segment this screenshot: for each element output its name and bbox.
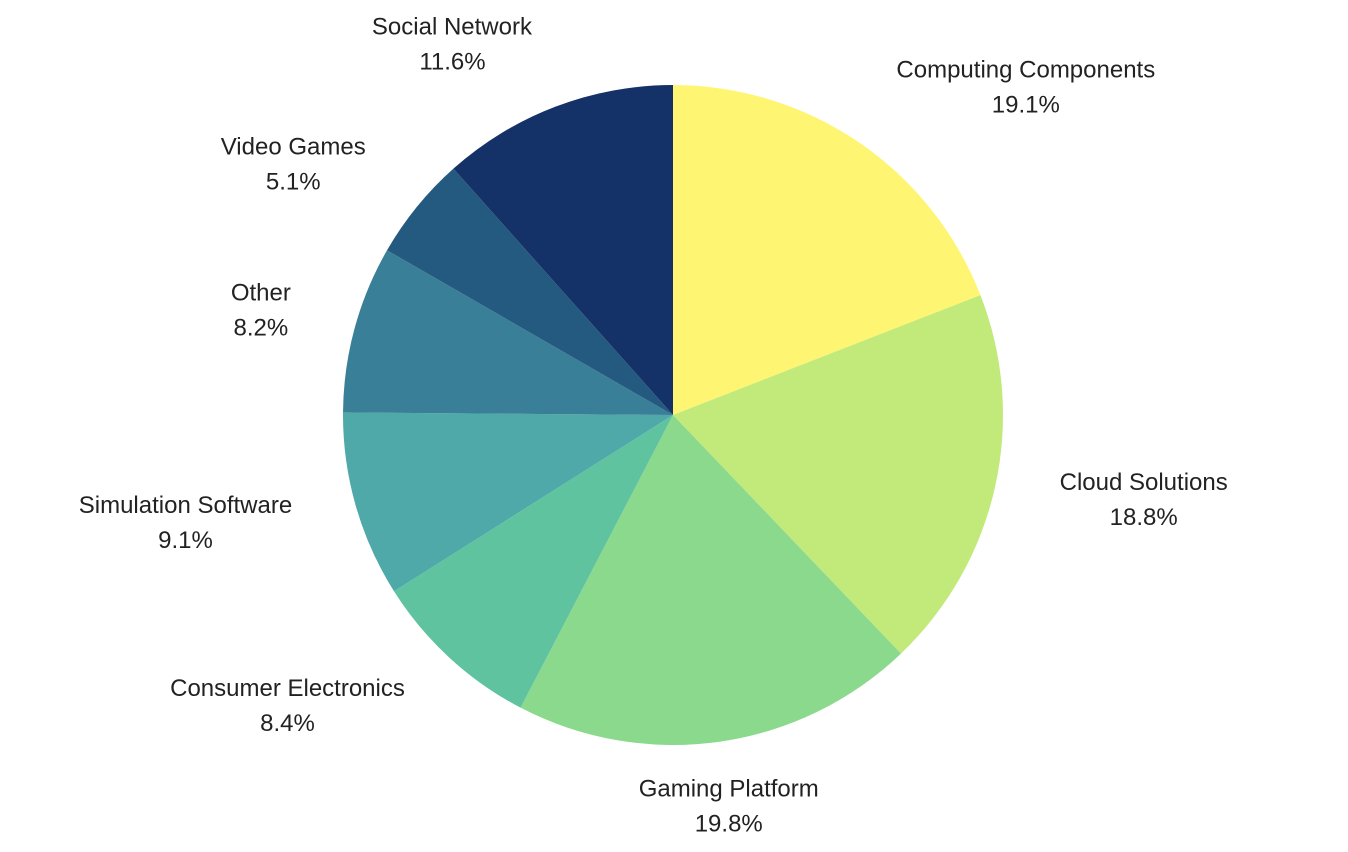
slice-label: Video Games	[221, 134, 366, 161]
slice-value: 8.4%	[260, 710, 315, 737]
slice-label: Simulation Software	[79, 492, 292, 519]
pie-slice	[393, 415, 673, 708]
slice-label: Computing Components	[896, 56, 1155, 83]
slice-value: 19.1%	[992, 91, 1060, 118]
slice-label: Consumer Electronics	[170, 675, 405, 702]
pie-slice	[343, 412, 673, 592]
slice-label: Other	[231, 280, 291, 307]
pie-slice	[453, 85, 673, 415]
slice-label: Gaming Platform	[639, 775, 819, 802]
slice-value: 9.1%	[158, 527, 213, 554]
pie-slice	[387, 168, 673, 415]
slice-value: 8.2%	[233, 315, 288, 342]
pie-slice	[673, 85, 981, 415]
pie-slice	[343, 250, 673, 415]
slice-label: Cloud Solutions	[1060, 469, 1228, 496]
slice-value: 5.1%	[266, 169, 321, 196]
slice-value: 11.6%	[419, 48, 485, 75]
pie-slice	[673, 295, 1004, 654]
slice-label: Social Network	[372, 13, 533, 40]
slice-value: 19.8%	[695, 810, 763, 837]
slice-value: 18.8%	[1110, 504, 1178, 531]
pie-slice	[520, 415, 901, 745]
